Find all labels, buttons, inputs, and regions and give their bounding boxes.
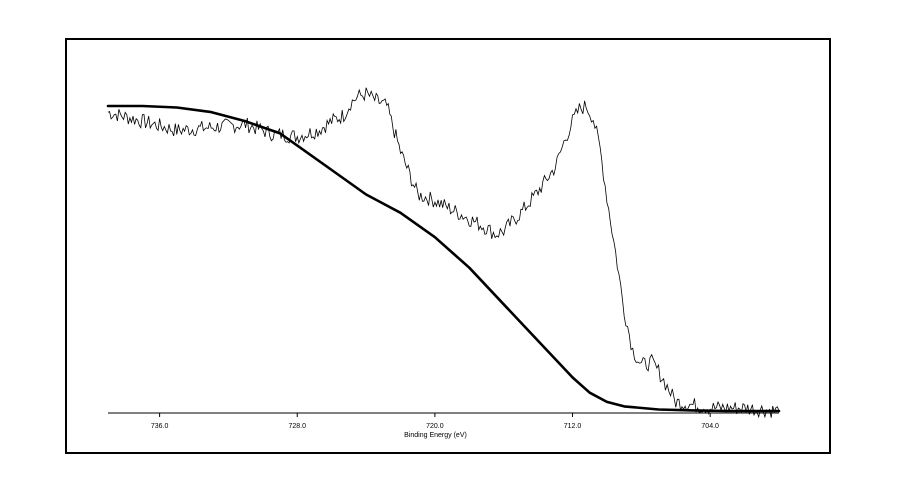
x-axis-ticks: 736.0 728.0 720.0 712.0 704.0 <box>151 413 719 430</box>
chart-frame: 736.0 728.0 720.0 712.0 704.0 Binding Energy… <box>65 38 831 454</box>
x-axis-title: Binding Energy (eV) <box>404 432 467 439</box>
x-tick-label: 704.0 <box>701 423 719 430</box>
xps-spectrum-plot: 736.0 728.0 720.0 712.0 704.0 Binding Energy… <box>106 87 781 439</box>
x-tick-label: 720.0 <box>426 423 444 430</box>
x-tick-label: 736.0 <box>151 423 169 430</box>
x-tick-label: 712.0 <box>564 423 582 430</box>
spectrum-series-line <box>107 87 780 419</box>
x-tick-label: 728.0 <box>288 423 306 430</box>
plot-series <box>106 87 781 419</box>
background-series-line <box>106 104 781 413</box>
